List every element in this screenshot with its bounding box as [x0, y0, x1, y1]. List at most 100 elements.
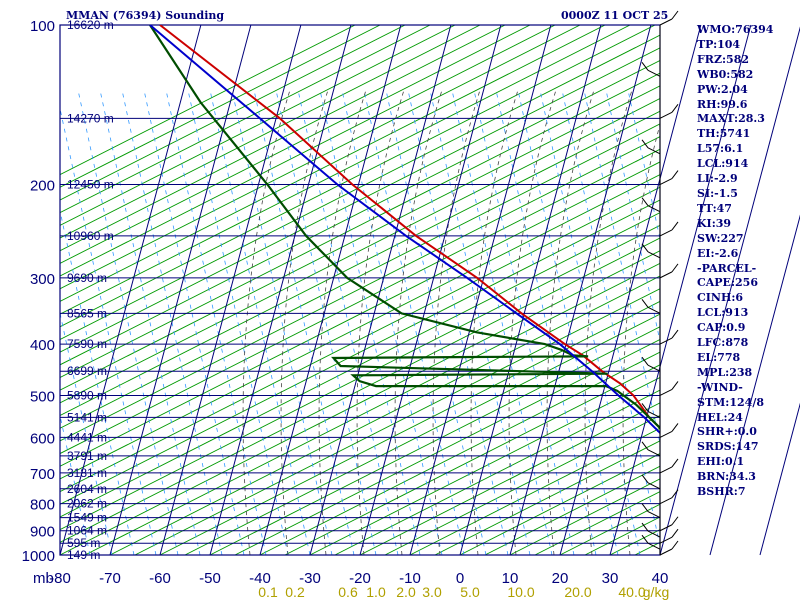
isotherm-line — [59, 24, 202, 556]
pressure-tick-label: 300 — [30, 271, 55, 288]
wind-barb — [647, 306, 661, 314]
index-item: EHI:0.1 — [697, 455, 745, 469]
mixing-ratio-line — [77, 89, 179, 556]
dry-adiabat-line — [60, 110, 660, 417]
dry-adiabat-line — [384, 415, 660, 556]
wind-barb — [659, 178, 673, 185]
height-label: 3181 m — [67, 466, 107, 480]
temperature-tick-label: 30 — [602, 570, 619, 587]
dry-adiabat-line — [409, 427, 660, 556]
dry-adiabat-line — [60, 25, 356, 176]
wind-barb — [659, 389, 673, 396]
mixing-ratio-line — [60, 106, 157, 556]
height-label: 6699 m — [67, 364, 107, 378]
index-item: CAPE:256 — [697, 276, 758, 290]
dry-adiabat-line — [60, 25, 631, 315]
mixing-ratio-line — [60, 311, 113, 556]
mixing-ratio-line — [605, 89, 660, 344]
temperature-tick-label: -10 — [399, 570, 421, 587]
dry-adiabat-line — [60, 174, 660, 480]
index-item: PW:2.04 — [697, 82, 748, 96]
wind-barb — [647, 511, 661, 519]
dry-adiabat-line — [60, 186, 660, 493]
moist-adiabat-line — [470, 89, 519, 556]
moist-adiabat-line — [318, 89, 367, 556]
moist-adiabat-line — [242, 89, 291, 556]
mixing-ratio-line — [407, 89, 509, 556]
mixing-ratio-line — [583, 89, 660, 446]
moist-adiabat-line — [584, 89, 633, 556]
dry-adiabat-line — [60, 161, 660, 467]
wind-barb — [671, 528, 679, 538]
wind-barb — [659, 111, 673, 119]
height-label: 5890 m — [67, 388, 107, 402]
index-item: WB0:582 — [697, 67, 754, 81]
height-label: 5141 m — [67, 410, 107, 424]
height-label: 2062 m — [67, 497, 107, 511]
wind-barb — [647, 542, 661, 550]
mixing-ratio-line — [627, 89, 660, 241]
index-item: CINH:6 — [697, 291, 744, 305]
wind-barb — [671, 170, 679, 179]
dry-adiabat-line — [134, 288, 660, 556]
dry-adiabat-line — [434, 440, 660, 556]
index-item: TT:47 — [697, 201, 732, 215]
dry-adiabat-line — [60, 25, 381, 188]
dry-adiabat-line — [60, 136, 660, 442]
dry-adiabat-line — [60, 25, 656, 328]
dry-adiabat-line — [60, 237, 660, 543]
dry-adiabat-line — [60, 224, 660, 531]
dry-adiabat-line — [309, 376, 660, 556]
wind-barb — [671, 381, 679, 390]
index-item: LFC:878 — [697, 336, 749, 350]
index-item: BRN:34.3 — [697, 470, 756, 484]
wind-barb — [641, 474, 649, 484]
mixing-ratio-line — [539, 89, 641, 556]
wind-barb — [647, 251, 661, 259]
moist-adiabat-line — [280, 89, 329, 556]
wind-barb — [671, 263, 679, 273]
mixing-ratio-line — [253, 89, 355, 556]
wind-barb — [641, 441, 649, 451]
wind-barb — [671, 458, 679, 468]
wind-barb — [659, 430, 673, 438]
index-item: LCL:913 — [697, 306, 749, 320]
isotherm-line — [659, 26, 800, 556]
mixing-ratio-label: 3.0 — [422, 584, 442, 600]
wind-barb — [659, 548, 673, 556]
moist-adiabat-line — [394, 89, 443, 556]
pressure-tick-label: 500 — [30, 388, 55, 405]
index-item: -WIND- — [697, 380, 743, 394]
index-item: -PARCEL- — [697, 261, 757, 275]
mixing-ratio-label: 5.0 — [460, 584, 480, 600]
height-label: 595 m — [67, 536, 100, 550]
height-label: 12450 m — [67, 178, 114, 192]
mixing-ratio-label: 0.2 — [285, 584, 305, 600]
temperature-tick-label: 0 — [456, 570, 464, 587]
mixing-ratio-label: 0.1 — [258, 584, 278, 600]
dry-adiabat-line — [159, 300, 660, 556]
wind-barb — [641, 243, 649, 253]
pressure-tick-label: 800 — [30, 497, 55, 514]
isotherm-line — [409, 24, 552, 556]
height-label: 14270 m — [67, 111, 114, 125]
sounding-traces — [149, 25, 660, 435]
dry-adiabat-line — [60, 25, 531, 264]
wind-barb — [641, 139, 649, 149]
isotherm-line — [709, 214, 800, 556]
mixing-ratio-label: 40.0 — [618, 584, 645, 600]
mixing-ratio-label: 1.0 — [366, 584, 386, 600]
index-item: EL:778 — [697, 350, 741, 364]
isotherm-line — [559, 24, 702, 556]
temperature-tick-label: 40 — [652, 570, 669, 587]
mixing-ratio-unit: g/kg — [643, 584, 669, 600]
mixing-ratio-line — [561, 89, 660, 548]
wind-barb — [641, 403, 649, 412]
wind-barb — [659, 497, 673, 505]
height-label: 8565 m — [67, 306, 107, 320]
plot-frame — [59, 24, 661, 556]
pressure-tick-label: 900 — [30, 524, 55, 541]
mixing-ratio-line — [429, 89, 531, 556]
